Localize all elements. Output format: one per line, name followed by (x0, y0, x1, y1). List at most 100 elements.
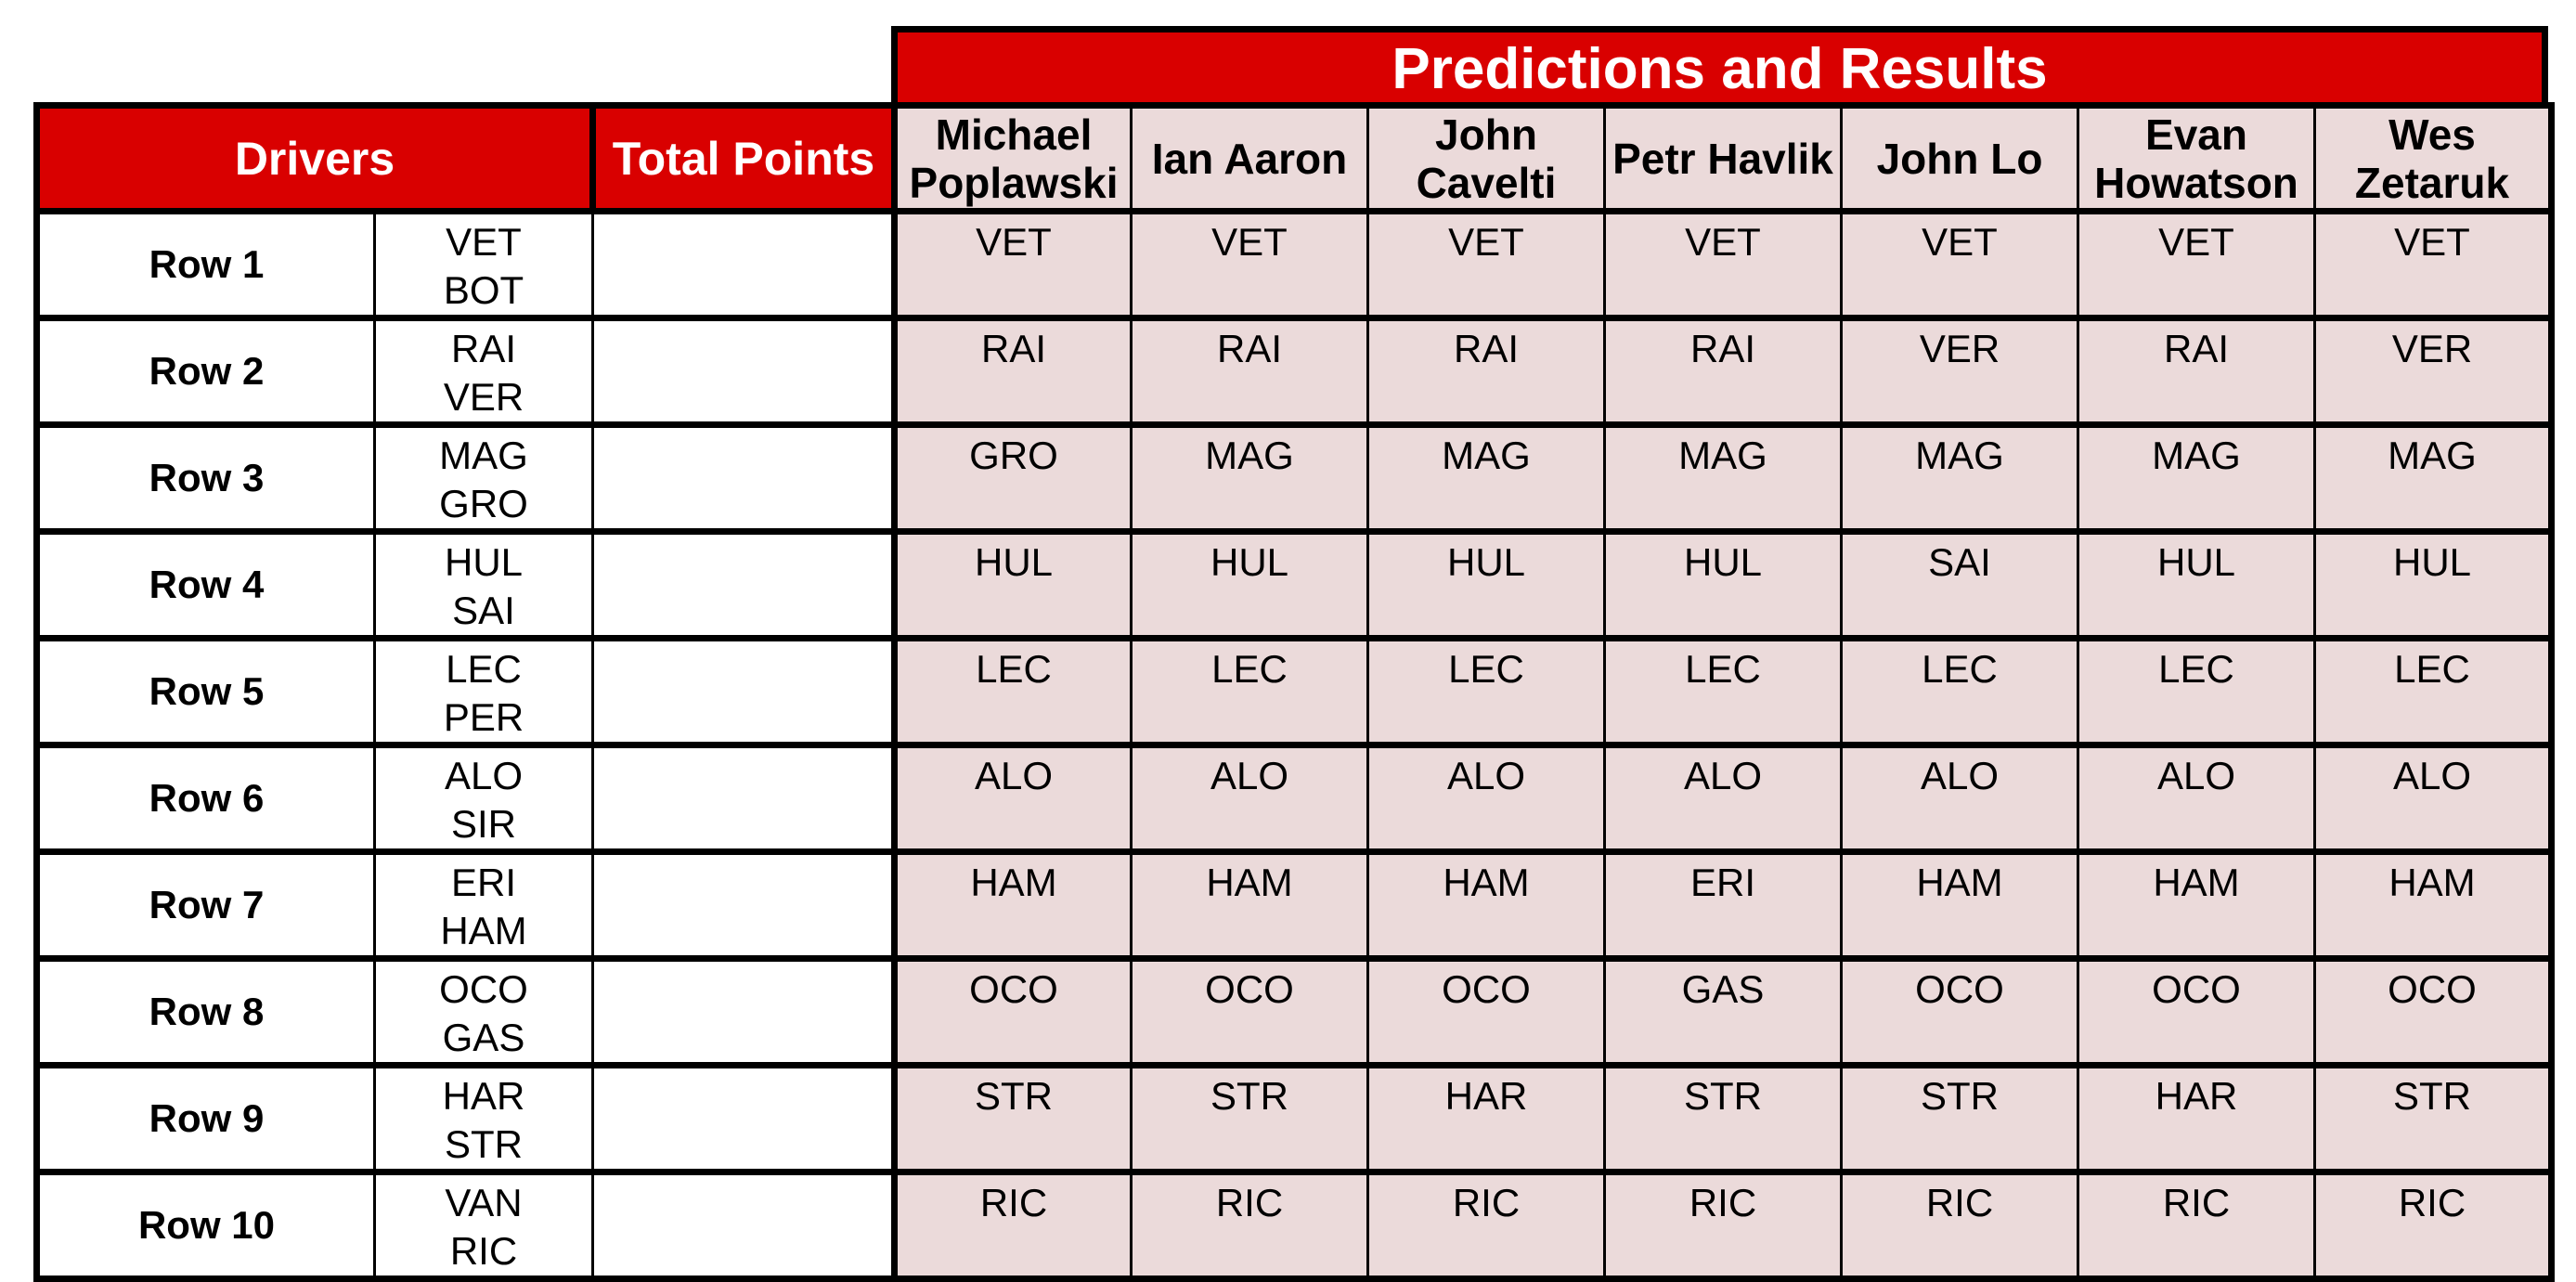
driver-code: VET (446, 220, 522, 264)
table-row: Row 4 HUL SAI HUL HUL HUL HUL SAI HUL HUL (33, 528, 2555, 641)
driver-code: GRO (439, 482, 528, 525)
prediction-cell: HAR (1366, 1062, 1606, 1175)
predictor-header: Wes Zetaruk (2313, 102, 2555, 214)
predictor-name-line: Howatson (2094, 158, 2298, 207)
total-points-cell (591, 421, 896, 535)
prediction-cell: OCO (2313, 955, 2555, 1068)
driver-codes: RAI VER (373, 315, 594, 428)
prediction-cell: LEC (1130, 635, 1369, 748)
row-label: Row 8 (33, 955, 376, 1068)
prediction-cell: HUL (1603, 528, 1843, 641)
total-points-cell (591, 315, 896, 428)
prediction-cell: LEC (2077, 635, 2316, 748)
total-points-cell (591, 848, 896, 962)
driver-code: SIR (450, 802, 516, 846)
total-points-cell (591, 208, 896, 321)
prediction-cell: LEC (1840, 635, 2079, 748)
prediction-cell: HUL (1130, 528, 1369, 641)
prediction-cell: ALO (891, 742, 1133, 855)
prediction-cell: ALO (1840, 742, 2079, 855)
predictor-header: John Cavelti (1366, 102, 1606, 214)
prediction-cell: STR (1840, 1062, 2079, 1175)
row-label: Row 7 (33, 848, 376, 962)
table-row: Row 2 RAI VER RAI RAI RAI RAI VER RAI VER (33, 315, 2555, 428)
total-points-cell (591, 528, 896, 641)
table-row: Row 7 ERI HAM HAM HAM HAM ERI HAM HAM HAM (33, 848, 2555, 962)
prediction-cell: SAI (1840, 528, 2079, 641)
prediction-cell: RAI (891, 315, 1133, 428)
driver-codes: HAR STR (373, 1062, 594, 1175)
prediction-cell: HUL (2077, 528, 2316, 641)
driver-codes: LEC PER (373, 635, 594, 748)
prediction-cell: GAS (1603, 955, 1843, 1068)
prediction-cell: ALO (1366, 742, 1606, 855)
prediction-cell: MAG (2077, 421, 2316, 535)
row-label: Row 4 (33, 528, 376, 641)
total-points-cell (591, 1169, 896, 1282)
prediction-cell: OCO (2077, 955, 2316, 1068)
row-label: Row 2 (33, 315, 376, 428)
predictor-name-line: Zetaruk (2354, 158, 2510, 207)
driver-codes: MAG GRO (373, 421, 594, 535)
driver-codes: ERI HAM (373, 848, 594, 962)
driver-codes: VAN RIC (373, 1169, 594, 1282)
prediction-cell: OCO (1130, 955, 1369, 1068)
prediction-cell: STR (1603, 1062, 1843, 1175)
predictions-title: Predictions and Results (891, 26, 2548, 106)
predictions-table: Drivers Total Points Michael Poplawski Ian… (33, 102, 2555, 1282)
prediction-cell: HUL (2313, 528, 2555, 641)
driver-code: RAI (450, 327, 516, 370)
table-row: Row 3 MAG GRO GRO MAG MAG MAG MAG MAG MAG (33, 421, 2555, 535)
prediction-cell: HAR (2077, 1062, 2316, 1175)
total-points-cell (591, 742, 896, 855)
table-row: Row 8 OCO GAS OCO OCO OCO GAS OCO OCO OCO (33, 955, 2555, 1068)
prediction-cell: RIC (2313, 1169, 2555, 1282)
prediction-cell: LEC (1603, 635, 1843, 748)
predictor-name-line: John (1435, 110, 1537, 159)
prediction-cell: OCO (1840, 955, 2079, 1068)
prediction-cell: RIC (1366, 1169, 1606, 1282)
prediction-cell: OCO (891, 955, 1133, 1068)
prediction-cell: VET (1130, 208, 1369, 321)
prediction-cell: HAM (2313, 848, 2555, 962)
prediction-cell: HAM (1366, 848, 1606, 962)
total-points-cell (591, 635, 896, 748)
prediction-cell: HUL (1366, 528, 1606, 641)
prediction-cell: HAM (2077, 848, 2316, 962)
prediction-cell: RAI (1603, 315, 1843, 428)
prediction-cell: MAG (1603, 421, 1843, 535)
prediction-cell: RAI (2077, 315, 2316, 428)
driver-code: VER (443, 375, 524, 419)
row-label: Row 6 (33, 742, 376, 855)
table-row: Row 10 VAN RIC RIC RIC RIC RIC RIC RIC RIC (33, 1169, 2555, 1282)
prediction-cell: OCO (1366, 955, 1606, 1068)
prediction-cell: VER (2313, 315, 2555, 428)
driver-code: VAN (445, 1181, 523, 1224)
prediction-cell: ALO (2077, 742, 2316, 855)
prediction-cell: RIC (1130, 1169, 1369, 1282)
prediction-cell: GRO (891, 421, 1133, 535)
prediction-cell: VET (1603, 208, 1843, 321)
prediction-cell: MAG (1366, 421, 1606, 535)
table-row: Row 6 ALO SIR ALO ALO ALO ALO ALO ALO ALO (33, 742, 2555, 855)
prediction-cell: VET (891, 208, 1133, 321)
predictor-name-line: Wes (2388, 110, 2476, 159)
driver-code: ALO (444, 754, 524, 797)
predictor-name-line: Poplawski (909, 158, 1119, 207)
driver-codes: VET BOT (373, 208, 594, 321)
prediction-cell: STR (2313, 1062, 2555, 1175)
prediction-cell: RIC (2077, 1169, 2316, 1282)
prediction-cell: ALO (1130, 742, 1369, 855)
table-row: Row 5 LEC PER LEC LEC LEC LEC LEC LEC LEC (33, 635, 2555, 748)
driver-codes: HUL SAI (373, 528, 594, 641)
prediction-cell: ALO (1603, 742, 1843, 855)
prediction-cell: MAG (1130, 421, 1369, 535)
prediction-cell: STR (1130, 1062, 1369, 1175)
prediction-cell: ERI (1603, 848, 1843, 962)
prediction-cell: VET (1840, 208, 2079, 321)
driver-code: MAG (439, 434, 528, 477)
prediction-cell: HUL (891, 528, 1133, 641)
row-label: Row 10 (33, 1169, 376, 1282)
predictor-name-line: Michael (935, 110, 1093, 159)
prediction-cell: VET (1366, 208, 1606, 321)
